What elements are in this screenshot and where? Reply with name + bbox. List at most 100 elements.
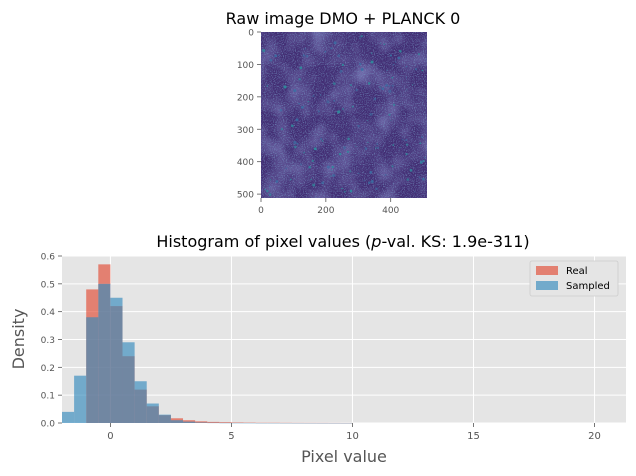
image-spot bbox=[414, 67, 418, 71]
image-spot bbox=[355, 145, 357, 147]
image-spot bbox=[409, 168, 413, 172]
image-spot bbox=[321, 181, 325, 185]
image-title: Raw image DMO + PLANCK 0 bbox=[226, 9, 461, 28]
image-spot bbox=[391, 84, 394, 87]
histogram-title-suffix: -val. KS: 1.9e-311) bbox=[381, 232, 529, 251]
y-tick-label: 0.5 bbox=[41, 280, 55, 290]
x-tick-label: 20 bbox=[588, 431, 601, 442]
image-spot bbox=[304, 105, 306, 107]
image-spot bbox=[377, 146, 379, 149]
image-y-tick-label: 300 bbox=[237, 126, 254, 136]
image-spot bbox=[385, 84, 388, 87]
image-spot bbox=[388, 113, 391, 116]
image-spot bbox=[283, 85, 287, 89]
image-spot bbox=[414, 191, 416, 193]
image-spot bbox=[265, 189, 269, 193]
image-spot bbox=[357, 172, 360, 175]
x-tick-label: 15 bbox=[467, 431, 480, 442]
image-spot bbox=[298, 102, 300, 105]
image-spot bbox=[401, 138, 404, 141]
image-spot bbox=[269, 179, 271, 181]
image-spot bbox=[268, 185, 271, 188]
image-spot bbox=[275, 180, 279, 183]
image-spot bbox=[367, 120, 369, 122]
image-spot bbox=[295, 118, 299, 122]
raw-image bbox=[261, 32, 427, 198]
image-spot bbox=[349, 170, 352, 173]
bar-sampled bbox=[146, 403, 159, 423]
histogram-y-axis: 0.0 0.1 0.2 0.3 0.4 0.5 0.6 bbox=[41, 253, 62, 430]
image-spot bbox=[367, 181, 371, 185]
image-spot bbox=[310, 178, 313, 181]
image-spot bbox=[346, 150, 350, 153]
image-spot bbox=[326, 165, 330, 169]
image-spot bbox=[379, 42, 381, 44]
bar-sampled bbox=[86, 317, 99, 423]
image-spot bbox=[274, 54, 277, 58]
image-spot bbox=[326, 100, 330, 104]
image-spot bbox=[392, 103, 396, 107]
bar-sampled bbox=[74, 375, 87, 423]
image-spot bbox=[262, 48, 266, 53]
image-spot bbox=[341, 63, 344, 66]
image-spot bbox=[373, 97, 377, 101]
image-spot bbox=[347, 137, 350, 141]
image-spot bbox=[349, 84, 353, 87]
image-spot bbox=[320, 137, 323, 141]
image-spot bbox=[406, 66, 408, 68]
image-x-tick-label: 400 bbox=[382, 206, 399, 216]
image-spot bbox=[349, 189, 353, 193]
image-spot bbox=[296, 142, 299, 145]
image-spot bbox=[321, 140, 324, 142]
image-spot bbox=[293, 89, 297, 93]
image-spot bbox=[389, 54, 393, 57]
image-spot bbox=[395, 61, 397, 63]
image-spot bbox=[342, 108, 344, 110]
image-spot bbox=[370, 60, 374, 64]
image-spot bbox=[388, 89, 392, 93]
image-spot bbox=[360, 35, 363, 38]
image-spot bbox=[406, 178, 410, 181]
image-spot bbox=[364, 147, 368, 150]
image-spot bbox=[285, 167, 287, 170]
image-spot bbox=[397, 56, 401, 60]
image-spot bbox=[299, 66, 303, 70]
histogram-grid bbox=[62, 255, 626, 424]
bar-sampled bbox=[158, 414, 171, 423]
image-spot bbox=[375, 147, 377, 149]
image-spot bbox=[332, 174, 336, 177]
image-spot bbox=[351, 105, 354, 108]
image-spot bbox=[388, 85, 391, 87]
image-spot bbox=[337, 110, 341, 114]
bar-real bbox=[231, 422, 244, 423]
bar-sampled bbox=[170, 420, 184, 423]
raw-image-noise bbox=[261, 32, 427, 198]
image-spot bbox=[405, 153, 408, 156]
image-spot bbox=[421, 69, 424, 72]
x-tick-label: 10 bbox=[346, 431, 359, 442]
y-tick-label: 0.0 bbox=[41, 420, 56, 430]
image-spot bbox=[319, 94, 322, 96]
image-spot bbox=[359, 62, 362, 66]
bar-sampled bbox=[110, 297, 123, 423]
legend-label-sampled: Sampled bbox=[566, 281, 610, 292]
image-spot bbox=[379, 86, 381, 88]
image-spot bbox=[339, 70, 343, 73]
image-spot bbox=[333, 41, 337, 45]
image-spot bbox=[391, 165, 394, 168]
image-spot bbox=[289, 178, 292, 181]
image-spot bbox=[266, 85, 269, 87]
image-spot bbox=[279, 108, 283, 112]
bar-sampled bbox=[195, 422, 208, 423]
image-spot bbox=[337, 54, 341, 58]
image-spot bbox=[333, 100, 335, 102]
image-spot bbox=[331, 169, 333, 171]
image-spot bbox=[301, 106, 304, 109]
histogram-y-label: Density bbox=[9, 309, 28, 370]
image-spot bbox=[317, 110, 320, 113]
image-spot bbox=[359, 37, 361, 40]
image-spot bbox=[330, 175, 332, 177]
y-tick-label: 0.4 bbox=[41, 308, 56, 318]
y-tick-label: 0.6 bbox=[41, 253, 56, 263]
